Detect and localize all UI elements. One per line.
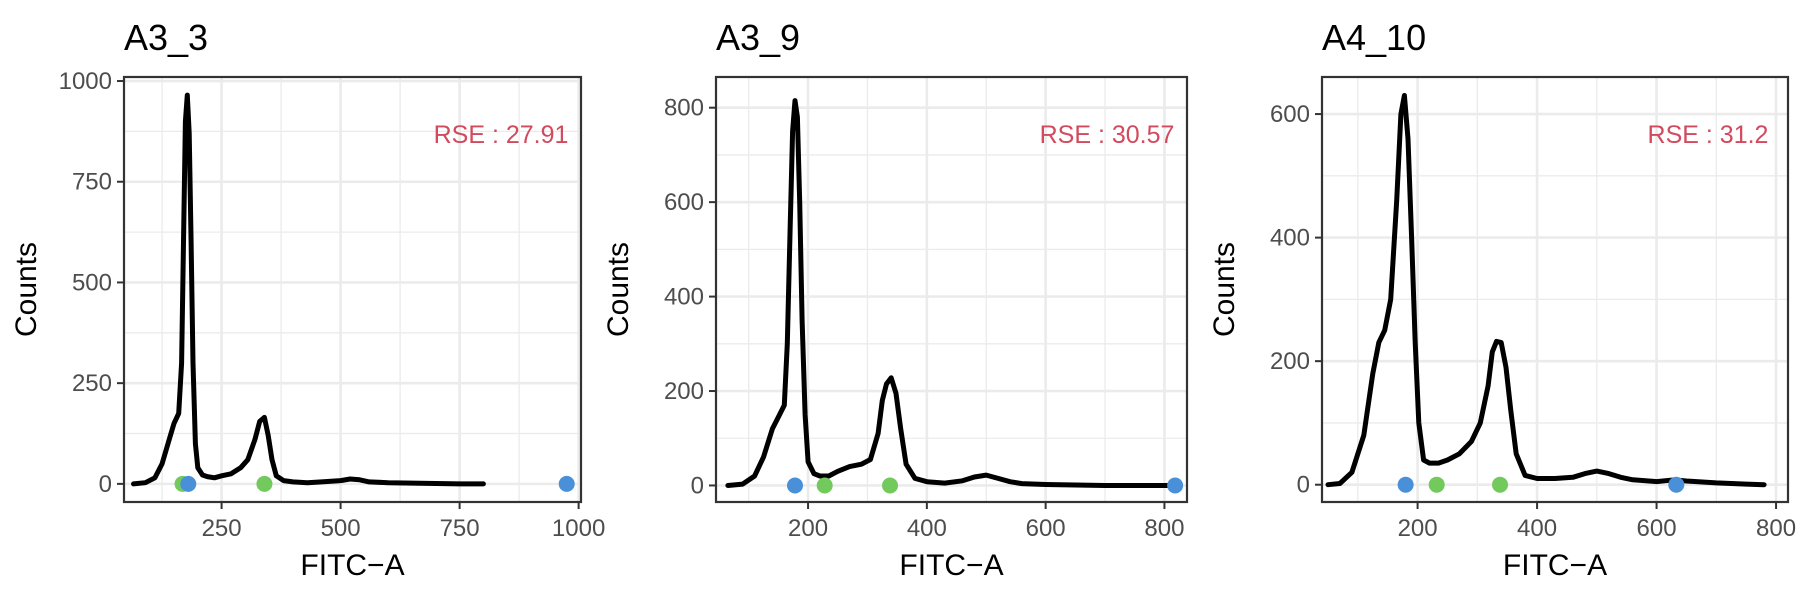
green-point — [256, 475, 273, 492]
x-tick-label: 200 — [788, 515, 828, 542]
y-axis-label: Counts — [1208, 242, 1241, 337]
green-point — [816, 477, 833, 494]
panel-title: A4_10 — [1322, 17, 1426, 58]
density-curve — [1325, 93, 1767, 488]
x-tick-label: 400 — [1517, 515, 1557, 542]
x-tick-label: 400 — [907, 515, 947, 542]
y-tick-label: 500 — [72, 269, 112, 296]
y-tick-label: 200 — [664, 378, 704, 405]
y-tick-label: 0 — [691, 472, 704, 499]
x-tick-label: 200 — [1398, 515, 1438, 542]
blue-point — [558, 475, 575, 492]
y-tick-label: 600 — [1270, 101, 1310, 128]
panel-border — [122, 75, 583, 504]
green-point — [1492, 476, 1509, 493]
y-axis-label: Counts — [10, 242, 43, 337]
x-tick-label: 250 — [202, 515, 242, 542]
blue-point — [1167, 477, 1184, 494]
y-tick-label: 0 — [99, 471, 112, 498]
panel-border — [714, 75, 1189, 504]
x-tick-label: 800 — [1756, 515, 1796, 542]
x-tick-label: 600 — [1026, 515, 1066, 542]
panel-A4_10: RSE : 31.2 200 400 600 800 0 200 400 600 FITC−A Co… — [1208, 17, 1796, 582]
rse-annotation: RSE : 27.91 — [434, 121, 569, 149]
x-axis-label: FITC−A — [899, 549, 1003, 582]
y-tick-label: 200 — [1270, 348, 1310, 375]
panel-A3_3: RSE : 27.91 250 500 750 1000 0 250 500 750 1000 FI… — [10, 17, 605, 582]
density-curve — [725, 98, 1178, 488]
panel-background — [124, 77, 581, 502]
y-tick-label: 800 — [664, 95, 704, 122]
y-tick-label: 400 — [1270, 225, 1310, 252]
density-curve — [131, 92, 486, 487]
y-tick-label: 400 — [664, 284, 704, 311]
y-tick-label: 750 — [72, 169, 112, 196]
x-tick-label: 1000 — [552, 515, 605, 542]
blue-point — [1668, 476, 1685, 493]
green-point — [1428, 476, 1445, 493]
y-tick-label: 0 — [1297, 472, 1310, 499]
y-tick-label: 1000 — [59, 68, 112, 95]
x-axis-label: FITC−A — [1503, 549, 1607, 582]
x-tick-label: 800 — [1144, 515, 1184, 542]
rse-annotation: RSE : 31.2 — [1648, 121, 1769, 149]
panel-A3_9: RSE : 30.57 200 400 600 800 0 200 400 600 800 FITC… — [602, 17, 1189, 582]
y-tick-label: 600 — [664, 189, 704, 216]
y-tick-label: 250 — [72, 370, 112, 397]
x-axis-label: FITC−A — [300, 549, 404, 582]
blue-point — [180, 475, 197, 492]
green-point — [882, 477, 899, 494]
x-tick-label: 500 — [321, 515, 361, 542]
x-tick-label: 600 — [1637, 515, 1677, 542]
rse-annotation: RSE : 30.57 — [1040, 121, 1175, 149]
panel-title: A3_9 — [716, 17, 800, 58]
panel-border — [1320, 75, 1790, 504]
y-axis-label: Counts — [602, 242, 635, 337]
panel-title: A3_3 — [124, 17, 208, 58]
blue-point — [1397, 476, 1414, 493]
blue-point — [786, 477, 803, 494]
x-tick-label: 750 — [440, 515, 480, 542]
